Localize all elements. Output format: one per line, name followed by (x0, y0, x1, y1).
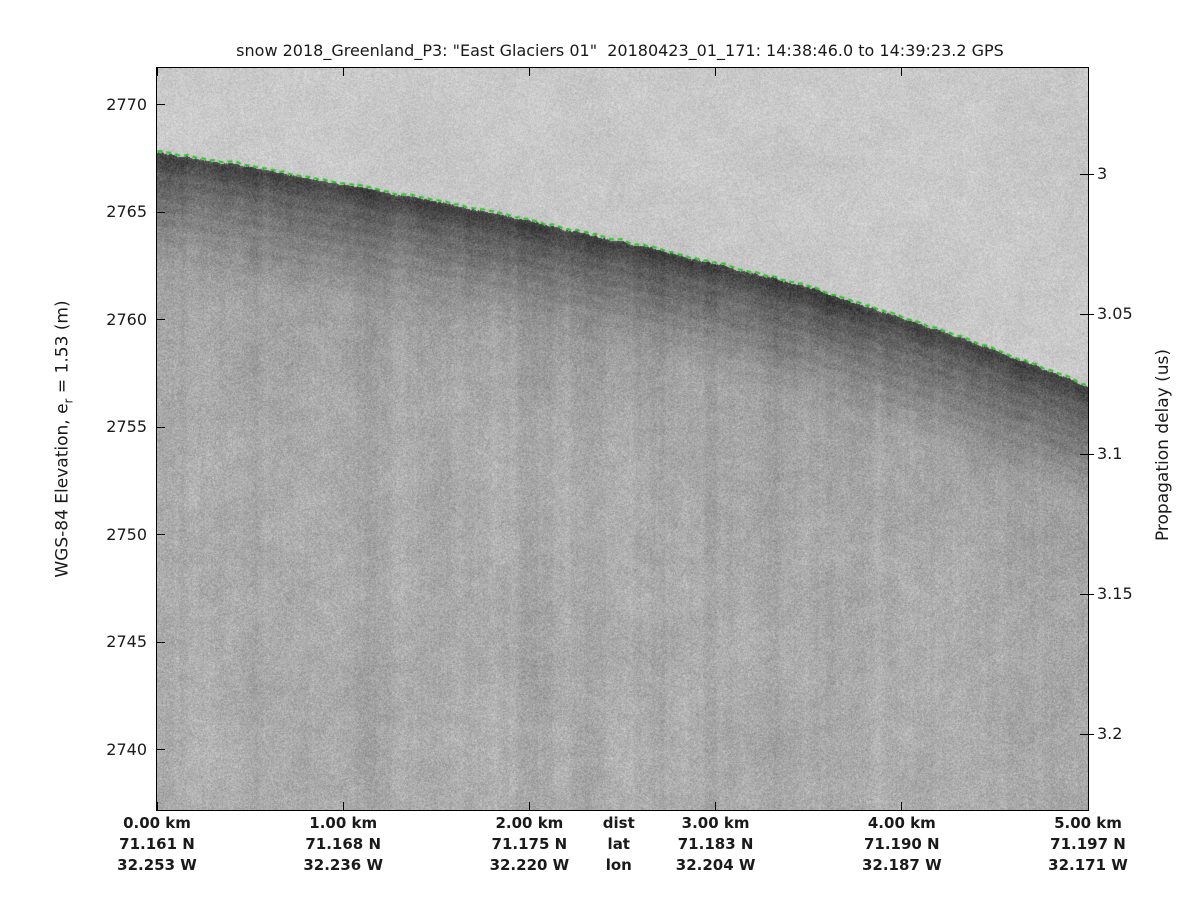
x-axis-lon-value: 32.253 W (117, 856, 197, 874)
x-axis-lat-value: 71.168 N (305, 835, 382, 853)
left-tick-mark (157, 426, 165, 428)
right-tick-mark (1080, 313, 1094, 315)
x-axis-column: 5.00 km 71.197 N 32.171 W (1028, 813, 1148, 876)
left-tick-mark (157, 534, 165, 536)
bottom-tick-mark (528, 802, 530, 810)
top-tick-mark (156, 68, 158, 76)
right-tick-label: 3.1 (1097, 444, 1123, 464)
right-tick-mark (1080, 593, 1094, 595)
x-axis-lat-value: 71.197 N (1050, 835, 1126, 853)
x-axis-column: 1.00 km 71.168 N 32.236 W (283, 813, 403, 876)
bottom-tick-mark (901, 802, 903, 810)
row-header-dist: dist (602, 814, 635, 832)
plot-area (156, 67, 1089, 811)
right-tick-mark (1080, 173, 1094, 175)
left-tick-label: 2755 (106, 417, 147, 437)
x-axis-lat-value: 71.190 N (863, 835, 940, 853)
right-tick-label: 3.05 (1097, 304, 1133, 324)
bottom-tick-mark (342, 802, 344, 810)
left-tick-label: 2745 (106, 632, 147, 652)
right-tick-label: 3.15 (1097, 584, 1133, 604)
y-axis-left-label-units: = 1.53 (m) (52, 300, 73, 399)
x-axis-column: 4.00 km 71.190 N 32.187 W (842, 813, 962, 876)
y-axis-left-label: WGS-84 Elevation, er = 1.53 (m) (53, 300, 76, 577)
left-tick-label: 2770 (106, 94, 147, 114)
x-axis-lon-value: 32.187 W (861, 856, 942, 874)
left-tick-label: 2750 (106, 524, 147, 544)
x-axis-dist-value: 3.00 km (681, 814, 750, 832)
x-axis-dist-value: 2.00 km (495, 814, 564, 832)
right-tick-label: 3 (1097, 164, 1108, 184)
x-axis-lon-value: 32.236 W (303, 856, 384, 874)
left-tick-mark (157, 749, 165, 751)
x-axis-lon-value: 32.204 W (675, 856, 756, 874)
top-tick-mark (342, 68, 344, 76)
figure-title: snow 2018_Greenland_P3: "East Glaciers 0… (236, 41, 1004, 60)
left-tick-label: 2760 (106, 309, 147, 329)
top-tick-mark (901, 68, 903, 76)
top-tick-mark (715, 68, 717, 76)
y-axis-left-label-text: WGS-84 Elevation, e (52, 403, 73, 578)
x-axis-lat-value: 71.175 N (491, 835, 568, 853)
x-axis-column: 2.00 km 71.175 N 32.220 W (469, 813, 589, 876)
x-axis-dist-value: 1.00 km (309, 814, 378, 832)
x-axis-dist-value: 0.00 km (123, 814, 191, 832)
x-axis-dist-value: 4.00 km (867, 814, 936, 832)
x-axis-row-headers: dist lat lon (579, 813, 659, 876)
x-axis-dist-value: 5.00 km (1054, 814, 1122, 832)
bottom-tick-mark (715, 802, 717, 810)
left-tick-mark (157, 211, 165, 213)
x-axis-lat-value: 71.161 N (119, 835, 195, 853)
left-tick-mark (157, 641, 165, 643)
right-tick-mark (1080, 733, 1094, 735)
row-header-lon: lon (605, 856, 632, 874)
row-header-lat: lat (607, 835, 630, 853)
bottom-tick-mark (1087, 802, 1089, 810)
top-tick-mark (1087, 68, 1089, 76)
top-tick-mark (528, 68, 530, 76)
right-tick-mark (1080, 453, 1094, 455)
bottom-tick-mark (156, 802, 158, 810)
x-axis-lon-value: 32.171 W (1048, 856, 1128, 874)
x-axis-lon-value: 32.220 W (489, 856, 570, 874)
left-tick-label: 2765 (106, 202, 147, 222)
left-tick-label: 2740 (106, 739, 147, 759)
x-axis-lat-value: 71.183 N (677, 835, 754, 853)
right-tick-label: 3.2 (1097, 724, 1123, 744)
x-axis-column: 3.00 km 71.183 N 32.204 W (656, 813, 776, 876)
elevation-subscript-r: r (61, 398, 76, 404)
left-tick-mark (157, 319, 165, 321)
left-tick-mark (157, 104, 165, 106)
x-axis-column: 0.00 km 71.161 N 32.253 W (97, 813, 217, 876)
echogram-canvas (157, 68, 1088, 810)
